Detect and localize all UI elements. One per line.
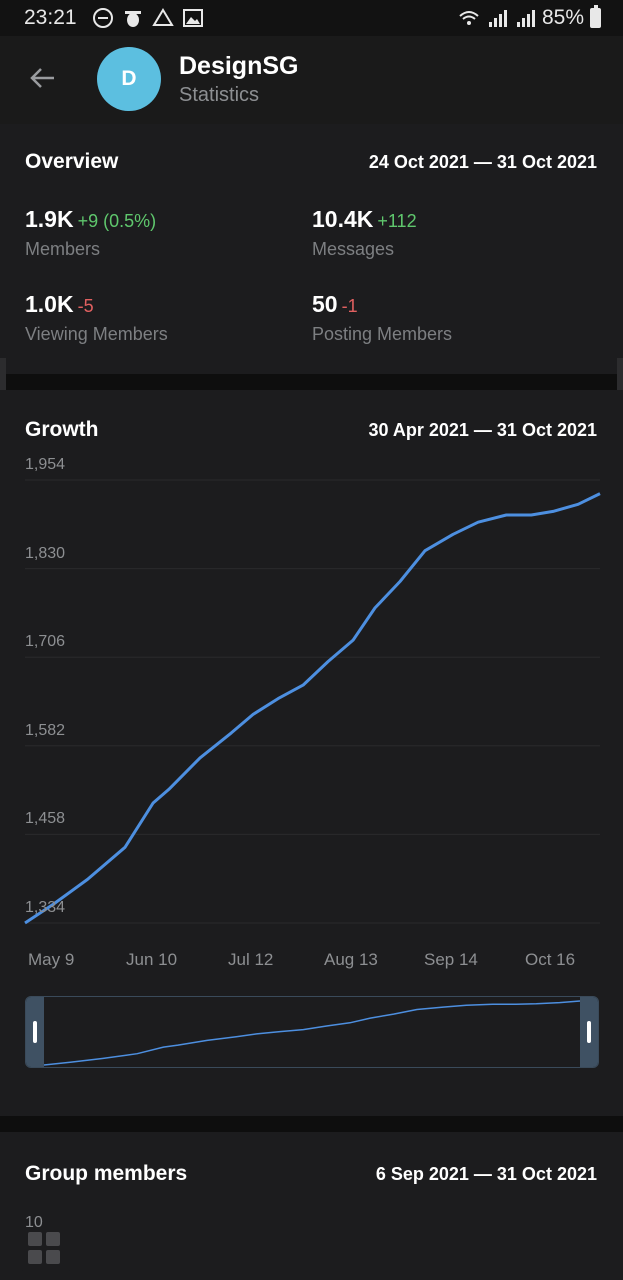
- status-bar: 23:21 85%: [0, 0, 623, 36]
- stat-delta: +9 (0.5%): [77, 211, 157, 231]
- status-time: 23:21: [24, 6, 77, 29]
- stat-value: 1.9K: [25, 206, 74, 232]
- growth-chart[interactable]: 1,954 1,830 1,706 1,582 1,458 1,334 May 9 Jun …: [0, 390, 623, 1116]
- page-title: DesignSG: [179, 52, 299, 80]
- x-tick-label: Aug 13: [324, 950, 378, 969]
- status-notification-icons: [92, 7, 204, 29]
- battery-icon: [590, 5, 601, 28]
- x-tick-label: May 9: [28, 950, 75, 969]
- overview-date-range: 24 Oct 2021 — 31 Oct 2021: [368, 152, 597, 172]
- y-tick-label: 10: [25, 1214, 43, 1231]
- growth-title: Growth: [25, 418, 99, 441]
- do-not-disturb-icon: [93, 8, 113, 28]
- x-tick-label: Sep 14: [424, 950, 478, 969]
- y-tick-label: 1,830: [25, 544, 66, 562]
- stat-members: 1.9K +9 (0.5%) Members: [25, 206, 156, 260]
- stat-delta: -1: [341, 296, 358, 316]
- overview-card: Overview 24 Oct 2021 — 31 Oct 2021 1.9K +…: [0, 124, 623, 374]
- arrow-left-icon: [30, 68, 54, 88]
- avatar[interactable]: D: [97, 47, 161, 111]
- drag-handle-icon: [587, 1021, 591, 1043]
- range-scrubber[interactable]: [25, 996, 599, 1068]
- group-members-card: Group members 6 Sep 2021 — 31 Oct 2021 1…: [0, 1132, 623, 1280]
- overview-title: Overview: [25, 150, 119, 173]
- scrubber-handle-left[interactable]: [26, 997, 44, 1067]
- drag-handle-icon: [33, 1021, 37, 1043]
- y-tick-label: 1,706: [25, 633, 66, 651]
- page-subtitle: Statistics: [179, 84, 260, 106]
- bug-icon: [125, 11, 141, 27]
- x-tick-label: Jul 12: [228, 950, 274, 969]
- scrubber-handle-right[interactable]: [580, 997, 598, 1067]
- grid-cell: [46, 1250, 60, 1264]
- growth-series-line: [24, 492, 601, 925]
- stat-posting-members: 50 -1 Posting Members: [312, 291, 452, 345]
- signal-icon: [488, 10, 507, 27]
- y-tick-label: 1,954: [25, 456, 66, 473]
- stat-label: Viewing Members: [25, 324, 168, 344]
- group-members-title: Group members: [25, 1162, 188, 1185]
- scrubber-preview-line: [43, 1000, 581, 1066]
- y-tick-label: 1,334: [25, 899, 66, 916]
- stat-delta: +112: [377, 211, 417, 231]
- grid-cell: [28, 1232, 42, 1246]
- y-tick-label: 1,582: [25, 721, 66, 739]
- stat-label: Messages: [312, 239, 395, 259]
- growth-card: Growth 30 Apr 2021 — 31 Oct 2021 1,954 1,…: [0, 390, 623, 1116]
- x-tick-label: Oct 16: [525, 950, 576, 969]
- growth-date-range: 30 Apr 2021 — 31 Oct 2021: [368, 420, 597, 440]
- stat-value: 10.4K: [312, 206, 374, 232]
- back-button[interactable]: [22, 58, 62, 98]
- status-system-icons: 85%: [458, 5, 601, 30]
- group-members-date-range: 6 Sep 2021 — 31 Oct 2021: [375, 1164, 597, 1184]
- scrubber-series-line: [43, 1000, 581, 1066]
- stat-messages: 10.4K +112 Messages: [312, 206, 417, 260]
- stat-label: Members: [25, 239, 101, 259]
- y-tick-label: 1,458: [25, 810, 66, 828]
- stat-value: 1.0K: [25, 291, 74, 317]
- drive-icon: [152, 8, 174, 26]
- image-icon: [183, 9, 203, 27]
- growth-chart-svg: [24, 479, 601, 925]
- stat-delta: -5: [77, 296, 94, 316]
- grid-cell: [46, 1232, 60, 1246]
- stat-label: Posting Members: [312, 324, 453, 344]
- stat-value: 50: [312, 291, 338, 317]
- signal-icon: [516, 10, 535, 27]
- apps-grid-icon[interactable]: [18, 1228, 74, 1272]
- grid-cell: [28, 1250, 42, 1264]
- stat-viewing-members: 1.0K -5 Viewing Members: [25, 291, 168, 345]
- x-tick-label: Jun 10: [126, 950, 178, 969]
- battery-percent: 85%: [541, 6, 584, 29]
- app-header: D DesignSG Statistics: [0, 36, 623, 124]
- wifi-icon: [459, 11, 479, 25]
